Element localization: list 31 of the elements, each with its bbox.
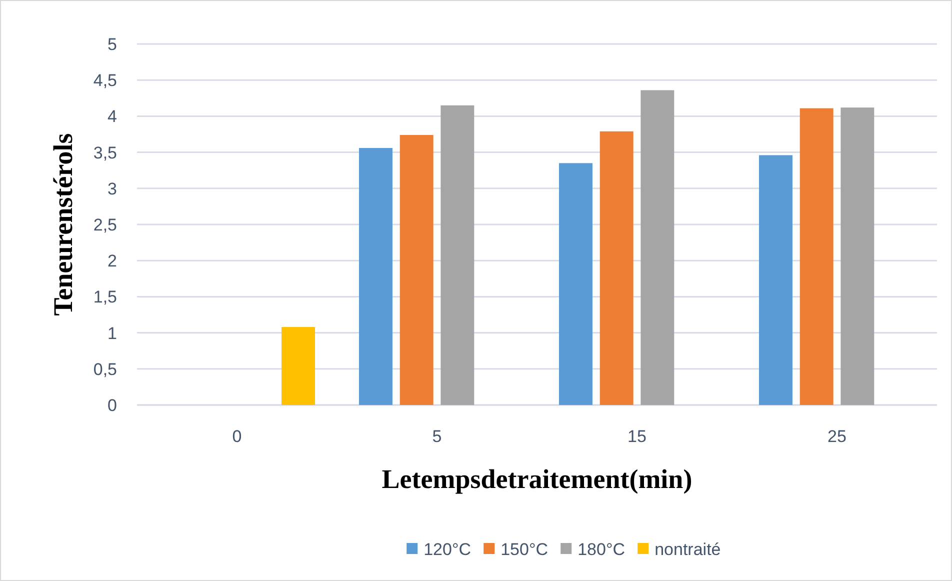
bar <box>759 155 792 405</box>
bar <box>440 105 474 405</box>
y-tick-label: 1 <box>108 324 117 343</box>
legend-label: 150°C <box>500 540 548 559</box>
x-tick-label: 5 <box>432 427 442 446</box>
y-tick-label: 2 <box>108 252 117 271</box>
legend-label: 120°C <box>424 540 472 559</box>
y-tick-label: 3,5 <box>93 143 117 162</box>
bar <box>800 108 834 405</box>
y-tick-label: 2,5 <box>93 215 117 234</box>
x-tick-label: 0 <box>232 427 242 446</box>
y-tick-label: 0,5 <box>93 360 117 379</box>
bar <box>840 108 874 405</box>
bar <box>559 163 592 405</box>
x-axis-title: Letempsdetraitement(min) <box>382 464 692 494</box>
y-tick-label: 0 <box>108 396 117 415</box>
x-tick-label: 25 <box>828 427 846 446</box>
bar <box>600 131 634 405</box>
y-axis-title: Teneurenstérols <box>48 133 78 316</box>
bar <box>359 148 392 405</box>
bar <box>282 327 315 405</box>
y-tick-label: 5 <box>108 34 117 54</box>
y-tick-label: 4 <box>108 107 117 126</box>
bar <box>640 90 674 405</box>
x-tick-label: 15 <box>628 427 646 446</box>
y-tick-label: 3 <box>108 179 117 198</box>
legend-label: 180°C <box>578 540 626 559</box>
bar <box>400 134 434 405</box>
y-tick-label: 1,5 <box>93 288 117 307</box>
y-tick-label: 4,5 <box>93 71 117 90</box>
legend-label: nontraité <box>654 540 721 559</box>
